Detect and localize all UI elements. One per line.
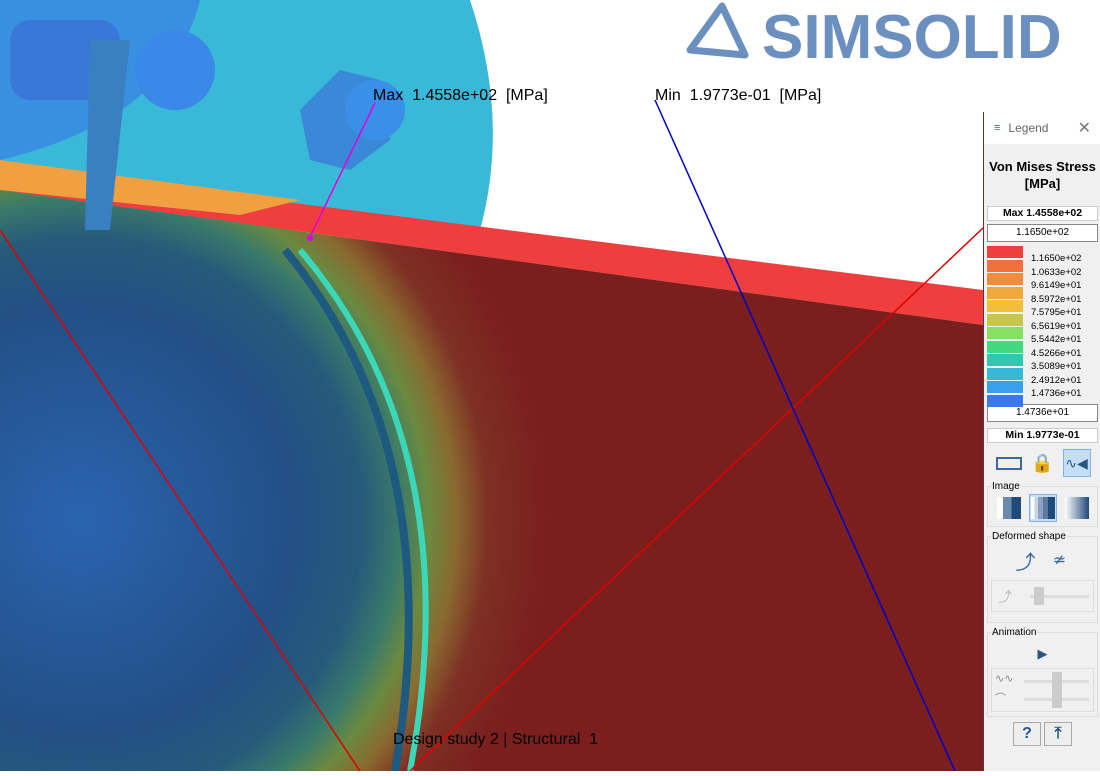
max-value: Max 1.4558e+02 <box>987 206 1098 221</box>
play-icon: ▶ <box>1037 646 1048 661</box>
deformed-beam-icon: ⤴ <box>1015 551 1036 574</box>
status-caption: Design study 2 | Structural 1 <box>393 731 599 748</box>
export-icon: ⤒ <box>1054 725 1062 742</box>
gradient-icon <box>1064 497 1089 519</box>
deformed-overlay-icon: ≄ <box>1052 552 1067 569</box>
deformation-slider-thumb[interactable] <box>1034 587 1044 605</box>
scale-label: 2.4912e+01 <box>1031 374 1082 386</box>
upper-limit-input[interactable]: 1.1650e+02 <box>987 224 1098 242</box>
close-icon[interactable]: ✕ <box>1077 120 1091 137</box>
result-name: Von Mises Stress <box>989 159 1096 174</box>
ruler-button[interactable] <box>995 449 1023 477</box>
color-swatch <box>987 367 1023 380</box>
legend-panel: ≡ Legend ✕ Von Mises Stress [MPa] Max 1.… <box>983 112 1100 771</box>
animation-label: Animation <box>992 627 1037 638</box>
scale-label: 1.0633e+02 <box>1031 266 1082 278</box>
scale-label: 8.5972e+01 <box>1031 293 1082 305</box>
image-gradient-button[interactable] <box>1063 494 1091 522</box>
color-swatch <box>987 327 1023 339</box>
play-button[interactable]: ▶ <box>991 646 1094 662</box>
deformed-shape-group: Deformed shape ⤴ ≄ ⤴ <box>987 531 1098 623</box>
color-swatch <box>987 300 1023 312</box>
image-smooth-bands-button[interactable] <box>995 494 1023 522</box>
scale-label: 6.5619e+01 <box>1031 320 1082 332</box>
svg-text:SIMSOLID: SIMSOLID <box>762 3 1062 72</box>
image-group: Image <box>987 481 1098 527</box>
deformed-with-undeformed-button[interactable]: ≄ <box>1046 546 1074 574</box>
legend-icon: ≡ <box>994 122 1001 134</box>
ruler-icon <box>995 456 1022 470</box>
curve-icon: ⌒ <box>995 693 1006 705</box>
result-title: Von Mises Stress [MPa] <box>984 158 1100 192</box>
legend-header-title: Legend <box>1008 121 1049 135</box>
scale-label: 3.5089e+01 <box>1031 361 1082 372</box>
deformed-shape-label: Deformed shape <box>992 531 1066 542</box>
scale-label: 5.5442e+01 <box>1031 334 1082 345</box>
show-deformed-button[interactable]: ⤴ <box>1012 546 1040 574</box>
scale-label: 7.5795e+01 <box>1031 307 1082 318</box>
lower-limit-input[interactable]: 1.4736e+01 <box>987 404 1098 422</box>
export-button[interactable]: ⤒ <box>1044 722 1072 746</box>
stepped-icon <box>1030 497 1055 519</box>
deformation-scale-slider[interactable]: ⤴ <box>991 580 1094 612</box>
scale-label: 1.4736e+01 <box>1031 388 1082 399</box>
min-stress-label: Min 1.9773e-01 [MPa] <box>655 87 822 104</box>
color-swatch <box>987 313 1023 326</box>
speed-slider-thumb[interactable] <box>1052 690 1062 708</box>
min-max-markers-button[interactable]: ∿◀ <box>1062 449 1091 477</box>
scale-label: 9.6149e+01 <box>1031 280 1082 291</box>
bands-icon <box>996 497 1021 519</box>
help-button[interactable]: ? <box>1013 722 1041 746</box>
scale-label: 4.5266e+01 <box>1031 347 1082 359</box>
min-value: Min 1.9773e-01 <box>987 428 1098 443</box>
animation-group: Animation ▶ ∿∿ ⌒ <box>987 627 1098 717</box>
result-unit: [MPa] <box>1024 176 1061 191</box>
color-swatch <box>987 381 1023 393</box>
color-swatch <box>987 286 1023 299</box>
lock-button[interactable]: 🔒 <box>1029 449 1057 477</box>
max-stress-label: Max 1.4558e+02 [MPa] <box>373 87 548 104</box>
color-swatch <box>987 354 1023 366</box>
lock-icon: 🔒 <box>1031 452 1054 473</box>
color-swatch <box>987 273 1023 285</box>
color-scale: 1.1650e+02 1.0633e+02 9.6149e+01 8.5972e+01… <box>987 246 1098 407</box>
color-swatch <box>987 259 1023 272</box>
frequency-slider-thumb[interactable] <box>1052 672 1062 690</box>
animation-frequency-slider[interactable]: ∿∿ <box>992 672 1093 690</box>
image-stepped-button[interactable] <box>1028 494 1057 522</box>
scale-label: 1.1650e+02 <box>1031 253 1082 264</box>
color-swatch <box>987 394 1023 407</box>
sine-wave-icon: ∿∿ <box>995 673 1014 685</box>
color-swatch <box>987 246 1023 258</box>
simsolid-logo: SIMSOLID <box>686 2 1062 72</box>
legend-header: ≡ Legend ✕ <box>984 112 1100 144</box>
animation-speed-slider[interactable]: ⌒ <box>992 690 1093 708</box>
image-group-label: Image <box>992 481 1020 492</box>
deformation-icon: ⤴ <box>998 589 1012 605</box>
color-swatch <box>987 340 1023 353</box>
markers-icon: ∿◀ <box>1065 454 1088 471</box>
